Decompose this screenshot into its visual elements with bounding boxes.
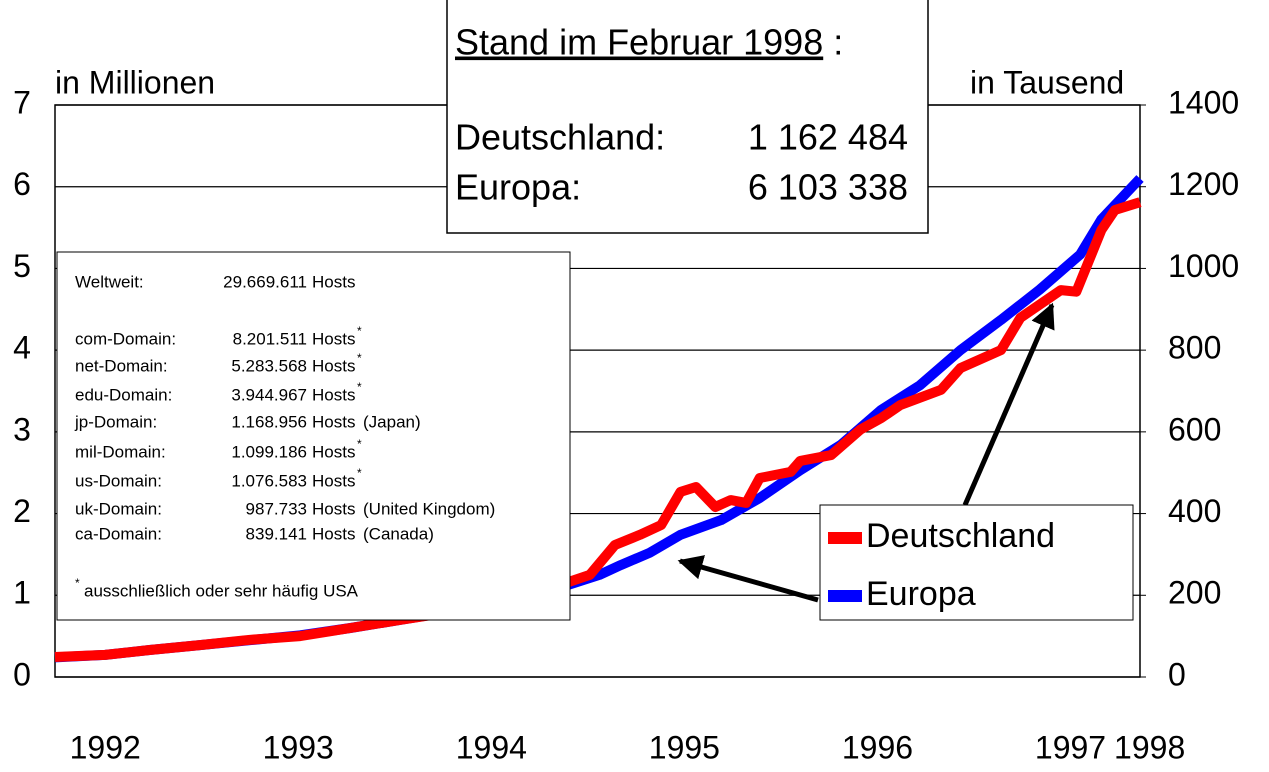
- info-unit: Hosts: [312, 385, 355, 404]
- info-note: (Japan): [363, 412, 421, 431]
- y-tick-label: 4: [13, 330, 31, 366]
- info-label: mil-Domain:: [75, 442, 166, 461]
- info-unit: Hosts: [312, 356, 355, 375]
- info-note: *: [357, 351, 362, 365]
- info-label: com-Domain:: [75, 329, 176, 348]
- info-note: *: [357, 466, 362, 480]
- data-line: [54, 197, 1142, 662]
- y2-tick-label: 0: [1168, 656, 1186, 692]
- status-label: Deutschland:: [455, 117, 665, 158]
- info-unit: Hosts: [312, 499, 355, 518]
- legend-box: [819, 504, 1134, 621]
- info-unit: Hosts: [312, 272, 355, 291]
- y2-tick-label: 1400: [1168, 84, 1239, 120]
- info-label: jp-Domain:: [74, 412, 157, 431]
- info-unit: Hosts: [312, 412, 355, 431]
- info-unit: Hosts: [312, 329, 355, 348]
- info-note: *: [357, 324, 362, 338]
- x-tick-label: 1995: [649, 729, 720, 765]
- info-value: 987.733: [246, 499, 307, 518]
- info-note: *: [357, 380, 362, 394]
- arrow: [677, 555, 819, 603]
- arrow: [962, 302, 1055, 506]
- y2-tick-label: 200: [1168, 575, 1221, 611]
- info-label: uk-Domain:: [75, 499, 162, 518]
- y-tick-label: 7: [13, 84, 31, 120]
- x-tick-label: 1992: [70, 729, 141, 765]
- y-tick-label: 1: [13, 575, 31, 611]
- info-label: net-Domain:: [75, 356, 168, 375]
- status-label: Europa:: [455, 167, 581, 208]
- footnote: ausschließlich oder sehr häufig USA: [84, 581, 359, 600]
- y2-tick-label: 600: [1168, 411, 1221, 447]
- y2-tick-label: 800: [1168, 330, 1221, 366]
- info-label: Weltweit:: [75, 272, 144, 291]
- footnote-mark: *: [75, 576, 80, 590]
- info-note: (United Kingdom): [363, 499, 495, 518]
- info-value: 1.099.186: [231, 442, 307, 461]
- status-box: [446, 0, 929, 234]
- info-label: edu-Domain:: [75, 385, 172, 404]
- status-value: 6 103 338: [748, 167, 908, 208]
- status-value: 1 162 484: [748, 117, 908, 158]
- info-value: 8.201.511: [233, 329, 307, 348]
- info-note: (Canada): [363, 524, 434, 543]
- y2-tick-label: 1200: [1168, 166, 1239, 202]
- x-tick-label: 1994: [456, 729, 527, 765]
- legend-swatch: [828, 590, 862, 602]
- info-unit: Hosts: [312, 524, 355, 543]
- y-tick-label: 5: [13, 248, 31, 284]
- status-colon: :: [833, 22, 843, 63]
- info-label: ca-Domain:: [75, 524, 162, 543]
- y2-axis-label: in Tausend: [970, 64, 1124, 100]
- info-value: 1.168.956: [231, 412, 307, 431]
- legend-label: Deutschland: [866, 517, 1055, 555]
- x-tick-label: 1993: [263, 729, 334, 765]
- info-value: 1.076.583: [231, 471, 307, 490]
- info-unit: Hosts: [312, 442, 355, 461]
- legend-label: Europa: [866, 575, 976, 613]
- x-tick-label: 1998: [1114, 729, 1185, 765]
- x-tick-label: 1997: [1035, 729, 1106, 765]
- y-tick-label: 0: [13, 656, 31, 692]
- legend-swatch: [828, 532, 862, 544]
- y-tick-label: 3: [13, 411, 31, 447]
- info-value: 5.283.568: [231, 356, 307, 375]
- info-label: us-Domain:: [75, 471, 162, 490]
- y2-tick-label: 400: [1168, 493, 1221, 529]
- y-tick-label: 2: [13, 493, 31, 529]
- y-axis-label: in Millionen: [55, 64, 215, 100]
- info-box: [56, 251, 571, 621]
- info-value: 3.944.967: [231, 385, 307, 404]
- info-value: 839.141: [246, 524, 307, 543]
- info-unit: Hosts: [312, 471, 355, 490]
- y2-tick-label: 1000: [1168, 248, 1239, 284]
- x-tick-label: 1996: [842, 729, 913, 765]
- info-value: 29.669.611: [223, 272, 307, 291]
- status-heading: Stand im Februar 1998: [455, 22, 823, 63]
- info-note: *: [357, 437, 362, 451]
- y-tick-label: 6: [13, 166, 31, 202]
